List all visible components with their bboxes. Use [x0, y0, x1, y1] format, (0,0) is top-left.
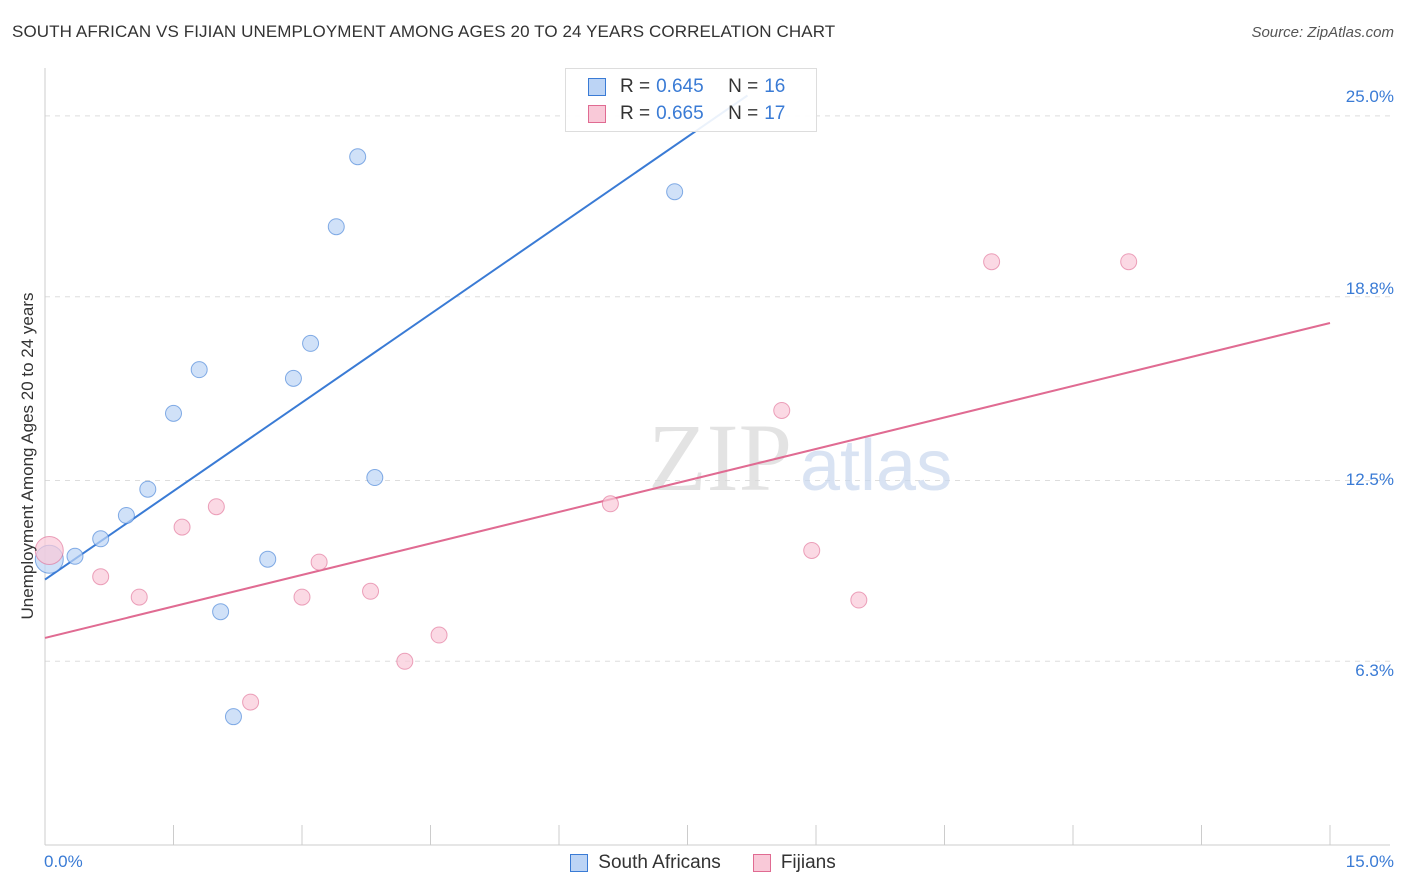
- y-tick-label: 18.8%: [1345, 279, 1394, 298]
- legend-row-south-africans: R = 0.645 N = 16: [588, 75, 785, 99]
- data-point: [302, 334, 320, 352]
- chart-source: Source: ZipAtlas.com: [1251, 24, 1394, 41]
- data-point: [66, 547, 84, 565]
- data-point: [327, 218, 345, 236]
- data-point: [310, 553, 328, 571]
- legend-item-fijians[interactable]: Fijians: [752, 852, 836, 874]
- data-point: [850, 591, 868, 609]
- data-point: [165, 404, 182, 422]
- data-point: [430, 626, 448, 644]
- data-point: [92, 568, 110, 586]
- pink-swatch: [588, 105, 606, 123]
- legend-label: South Africans: [598, 852, 721, 873]
- r-label: R =: [620, 103, 651, 124]
- data-point: [34, 535, 64, 565]
- legend-row-fijians: R = 0.665 N = 17: [588, 102, 785, 126]
- data-point: [601, 495, 619, 513]
- trend-line: [44, 322, 1331, 639]
- data-point: [773, 401, 791, 419]
- legend-item-south-africans[interactable]: South Africans: [570, 852, 721, 874]
- correlation-legend: R = 0.645 N = 16 R = 0.665 N = 17: [565, 68, 817, 132]
- chart-title: SOUTH AFRICAN VS FIJIAN UNEMPLOYMENT AMO…: [12, 22, 836, 41]
- data-point: [666, 183, 684, 201]
- y-tick-label: 25.0%: [1345, 87, 1394, 106]
- blue-swatch: [570, 854, 589, 872]
- n-value: 17: [764, 103, 786, 124]
- data-point: [362, 582, 380, 600]
- blue-swatch: [588, 78, 606, 96]
- data-point: [259, 550, 277, 568]
- n-label: N =: [728, 103, 759, 124]
- x-tick-label: 15.0%: [1345, 852, 1394, 871]
- r-label: R =: [620, 76, 651, 97]
- trend-line: [44, 94, 749, 581]
- data-point: [190, 361, 208, 379]
- data-point: [92, 530, 110, 548]
- y-axis-label: Unemployment Among Ages 20 to 24 years: [18, 292, 37, 620]
- data-point: [983, 253, 1001, 271]
- data-point: [207, 498, 225, 516]
- r-value: 0.665: [656, 103, 704, 124]
- legend-label: Fijians: [780, 852, 836, 873]
- y-tick-label: 12.5%: [1345, 470, 1394, 489]
- data-point: [173, 518, 191, 536]
- watermark: ZIP: [648, 404, 792, 511]
- data-point: [139, 480, 157, 498]
- y-tick-label: 6.3%: [1355, 661, 1394, 680]
- data-point: [284, 369, 302, 387]
- data-point: [396, 652, 414, 670]
- grid-lines: [45, 115, 1390, 662]
- n-value: 16: [764, 76, 786, 97]
- data-point: [117, 506, 135, 524]
- data-point: [130, 588, 148, 606]
- n-label: N =: [728, 76, 759, 97]
- data-point: [1120, 253, 1138, 271]
- x-tick-label: 0.0%: [44, 852, 83, 871]
- data-point: [212, 603, 230, 621]
- data-point: [224, 708, 242, 726]
- data-point: [349, 148, 367, 166]
- data-points: [34, 148, 1138, 726]
- pink-swatch: [752, 854, 771, 872]
- axes: [44, 68, 1390, 846]
- series-legend: South Africans Fijians: [0, 852, 1406, 874]
- data-point: [803, 541, 821, 559]
- trend-lines: [44, 94, 1331, 639]
- watermark-atlas: atlas: [800, 426, 952, 506]
- data-point: [242, 693, 260, 711]
- data-point: [293, 588, 311, 606]
- r-value: 0.645: [656, 76, 704, 97]
- data-point: [366, 469, 384, 487]
